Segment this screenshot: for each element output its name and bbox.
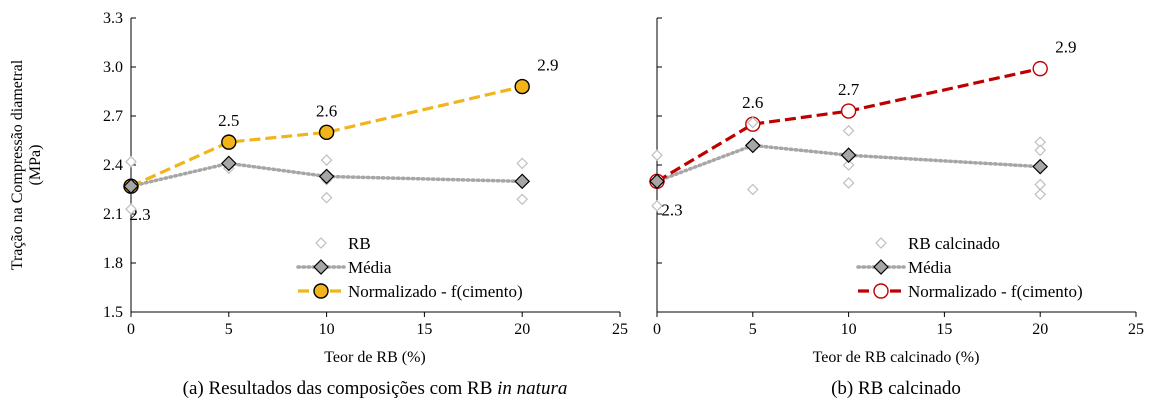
rb-point (125, 155, 137, 168)
y-tick-label: 1.5 (103, 304, 123, 321)
rb-point (651, 149, 663, 162)
x-axis-label: Teor de RB calcinado (%) (813, 349, 980, 366)
y-tick-label: 3.3 (103, 10, 123, 27)
legend-marker-mean (873, 259, 889, 275)
y-axis-label: Tração na Compressão diametral(MPa) (9, 59, 44, 270)
normalized-marker (840, 103, 857, 119)
panel-b: 0 5 10 15 20 25 Teor de RB calcinado (%) (b) RB… (649, 17, 1144, 399)
mean-marker (318, 168, 335, 185)
mean-marker (840, 147, 857, 164)
legend-label-rb: RB (348, 234, 371, 253)
x-tick-label: 5 (749, 321, 757, 338)
normalized-line (130, 85, 523, 188)
x-tick-label: 10 (319, 321, 335, 338)
x-tick-label: 20 (514, 321, 530, 338)
legend-label-mean: Média (908, 258, 952, 277)
mean-marker (744, 137, 761, 154)
panel-caption: (b) RB calcinado (831, 378, 961, 399)
rb-point (842, 124, 855, 137)
legend-label-mean: Média (348, 258, 392, 277)
data-label: 2.6 (316, 101, 337, 120)
caption-text: (b) RB calcinado (831, 378, 961, 399)
legend-marker-rb (875, 237, 887, 249)
mean-marker (514, 173, 531, 190)
rb-point (651, 199, 663, 212)
panel-caption: (a) Resultados das composições com RB in… (183, 378, 568, 399)
mean-line (129, 161, 524, 188)
panel-a: 1.5 1.8 2.1 2.4 2.7 3.0 3.3 0 5 10 15 20 25 Teor de R… (103, 10, 628, 399)
y-axis-label-line: (MPa) (27, 145, 44, 186)
data-label: 2.9 (1055, 38, 1076, 57)
data-label: 2.5 (218, 111, 239, 130)
rb-point (842, 159, 855, 171)
x-tick-label: 15 (936, 321, 952, 338)
legend-marker-normalized (313, 283, 329, 299)
data-label: 2.6 (742, 93, 763, 112)
data-label: 2.9 (537, 56, 558, 75)
rb-point (746, 183, 759, 196)
mean-marker (1032, 158, 1049, 175)
data-label: 2.3 (661, 200, 682, 219)
x-tick-label: 15 (416, 321, 432, 338)
rb-point (1034, 144, 1047, 157)
rb-point (746, 116, 759, 129)
caption-italic: in natura (497, 378, 567, 399)
normalized-marker (318, 124, 335, 141)
legend: RB calcinado Média Normalizado - f(cimento… (856, 234, 1083, 301)
legend-marker-normalized (873, 283, 889, 299)
legend-marker-rb (315, 237, 327, 249)
caption-text: (a) Resultados das composições com RB (183, 378, 498, 399)
y-tick-label: 3.0 (103, 59, 123, 76)
rb-point (516, 157, 529, 170)
y-axis-label-line: Tração na Compressão diametral (9, 59, 26, 270)
y-tick-label: 2.1 (103, 206, 123, 223)
rb-point (320, 154, 333, 166)
mean-line (655, 143, 1042, 184)
rb-point (125, 203, 137, 215)
rb-point (1034, 178, 1047, 191)
legend-label-normalized: Normalizado - f(cimento) (348, 282, 523, 301)
normalized-marker (514, 78, 530, 95)
normalized-marker (1032, 60, 1048, 77)
x-tick-label: 20 (1032, 321, 1048, 338)
x-tick-label: 0 (653, 321, 661, 338)
rb-point (1034, 188, 1047, 201)
legend-label-normalized: Normalizado - f(cimento) (908, 282, 1083, 301)
rb-point (842, 177, 855, 189)
x-tick-label: 25 (1128, 321, 1144, 338)
x-tick-label: 25 (612, 321, 628, 338)
mean-marker (649, 173, 665, 190)
normalized-line (656, 67, 1041, 183)
y-tick-label: 1.8 (103, 255, 123, 272)
rb-point (516, 193, 529, 206)
x-tick-label: 0 (127, 321, 135, 338)
legend-marker-mean (313, 259, 329, 275)
x-tick-label: 10 (841, 321, 857, 338)
rb-point (320, 191, 333, 204)
normalized-marker (221, 134, 237, 150)
mean-marker (220, 155, 237, 172)
x-tick-label: 5 (225, 321, 233, 338)
legend: RB Média Normalizado - f(cimento) (296, 234, 523, 301)
x-axis-label: Teor de RB (%) (324, 349, 426, 366)
legend-label-rb: RB calcinado (908, 234, 1000, 253)
data-label: 2.7 (838, 80, 860, 99)
y-tick-label: 2.4 (103, 157, 123, 174)
mean-marker (123, 178, 139, 195)
y-tick-label: 2.7 (103, 108, 123, 125)
